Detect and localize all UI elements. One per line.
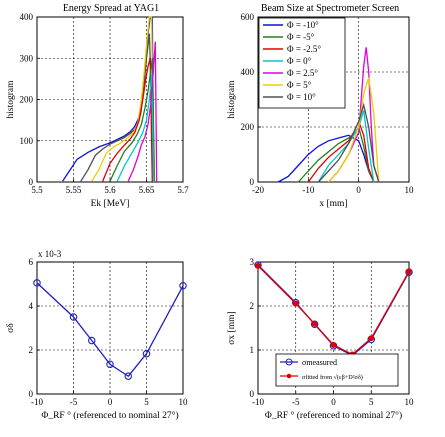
legend-entry: Φ = 5° (287, 80, 312, 90)
y-tick-label: 400 (20, 12, 34, 22)
series-line-5 (109, 58, 156, 183)
x-tick-label: 10 (179, 397, 189, 407)
x-tick-label: 10 (405, 185, 415, 195)
legend-box (275, 353, 399, 387)
x-axis-label: Ek [MeV] (91, 199, 130, 209)
legend: σmeasured σfitted from √(εβ+D²σδ) (275, 353, 399, 387)
series-line-4 (102, 58, 153, 183)
x-tick-label: -20 (252, 185, 264, 195)
series-group (62, 16, 158, 183)
x-axis-label: Φ_RF ° (referenced to nominal 27°) (265, 410, 402, 421)
y-tick-label: 200 (20, 95, 34, 105)
exponent-label: x 10-3 (38, 249, 62, 259)
y-tick-label: 200 (241, 122, 255, 132)
y-axis-label: σδ (6, 323, 16, 333)
legend-entry: Φ = -5° (287, 32, 315, 42)
y-tick-label: 0 (250, 389, 255, 399)
chart-panel-3: -10 -5 0 5 10 0 2 4 6 Φ_RF ° (referenced to nomin… (6, 249, 188, 421)
series-line-1 (277, 134, 375, 183)
legend-marker (286, 373, 292, 379)
legend-entry: Φ = -2.5° (287, 44, 321, 54)
chart-panel-4: -10 -5 0 5 10 0 1 2 3 Φ_RF ° (referenced to nomin… (227, 257, 414, 421)
y-tick-label: 0 (29, 177, 34, 187)
y-axis-label: histogram (6, 80, 16, 119)
x-tick-label: 10 (405, 397, 415, 407)
y-axis-label: histogram (227, 80, 237, 119)
x-tick-label: -10 (31, 397, 43, 407)
y-tick-label: 4 (29, 301, 34, 311)
x-tick-label: 5.5 (31, 185, 43, 195)
legend-entry: Φ = 2.5° (287, 68, 318, 78)
y-tick-label: 100 (20, 136, 34, 146)
x-tick-label: 5 (369, 397, 374, 407)
x-axis-label: x [mm] (319, 199, 347, 209)
x-tick-label: 5 (144, 397, 149, 407)
x-tick-label: 0 (331, 397, 336, 407)
series-line-7 (127, 41, 158, 183)
series-line-7 (317, 102, 380, 183)
series-group (33, 279, 187, 380)
series-line-4 (317, 110, 375, 183)
x-tick-label: -5 (292, 397, 300, 407)
legend-entry: σmeasured (302, 358, 337, 367)
x-tick-label: 5.6 (104, 185, 116, 195)
y-tick-label: 0 (250, 177, 255, 187)
chart-title: Energy Spread at YAG1 (63, 3, 159, 14)
legend-entry: Φ = 10° (287, 92, 316, 102)
series-line-6 (116, 74, 155, 183)
x-tick-label: -10 (252, 397, 264, 407)
y-tick-label: 3 (250, 257, 255, 267)
x-tick-label: -10 (302, 185, 314, 195)
x-tick-label: 0 (356, 185, 361, 195)
data-point (179, 282, 187, 290)
series-group (254, 261, 413, 360)
x-tick-label: -5 (70, 397, 78, 407)
y-tick-label: 1 (250, 345, 255, 355)
x-tick-label: 5.65 (139, 185, 155, 195)
legend-marker (285, 358, 293, 366)
data-point (311, 320, 318, 327)
y-tick-label: 2 (29, 345, 34, 355)
series-line-1 (36, 282, 184, 378)
data-point (124, 372, 133, 380)
y-tick-label: 2 (250, 301, 255, 311)
series-line-6 (328, 77, 380, 183)
data-point (406, 268, 412, 275)
chart-title: Beam Size at Spectrometer Screen (261, 3, 399, 14)
y-tick-label: 6 (29, 257, 34, 267)
series-line-2 (80, 33, 155, 183)
data-point (292, 300, 299, 307)
data-point (368, 335, 375, 342)
legend-entry: Φ = 0° (287, 56, 312, 66)
y-tick-label: 0 (29, 389, 34, 399)
legend: Φ = -10° Φ = -5° Φ = -2.5° Φ = 0° Φ = 2.5° Φ … (258, 17, 346, 109)
legend-box (258, 17, 346, 109)
data-point (255, 262, 261, 269)
x-tick-label: 5.55 (66, 185, 82, 195)
legend-entry: σfitted from √(εβ+D²σδ) (302, 374, 363, 381)
y-tick-label: 600 (241, 12, 255, 22)
data-point (142, 349, 151, 358)
data-point (69, 313, 78, 321)
y-axis-label: σx [mm] (227, 311, 237, 344)
series-line-2 (297, 125, 375, 183)
series-line-3 (91, 16, 155, 183)
x-tick-label: 5.7 (177, 185, 189, 195)
data-point (88, 336, 96, 345)
y-tick-label: 400 (241, 67, 255, 77)
data-point (330, 342, 337, 348)
x-tick-label: 0 (108, 397, 113, 407)
data-point (33, 279, 41, 287)
y-tick-label: 300 (20, 53, 34, 63)
legend-entry: Φ = -10° (287, 20, 319, 30)
series-group (277, 47, 380, 183)
x-axis-label: Φ_RF ° (referenced to nominal 27°) (41, 410, 178, 421)
data-point (106, 360, 114, 369)
chart-panel-1: 5.5 5.55 5.6 5.65 5.7 0 100 200 300 400 Energy Spr… (6, 3, 189, 209)
